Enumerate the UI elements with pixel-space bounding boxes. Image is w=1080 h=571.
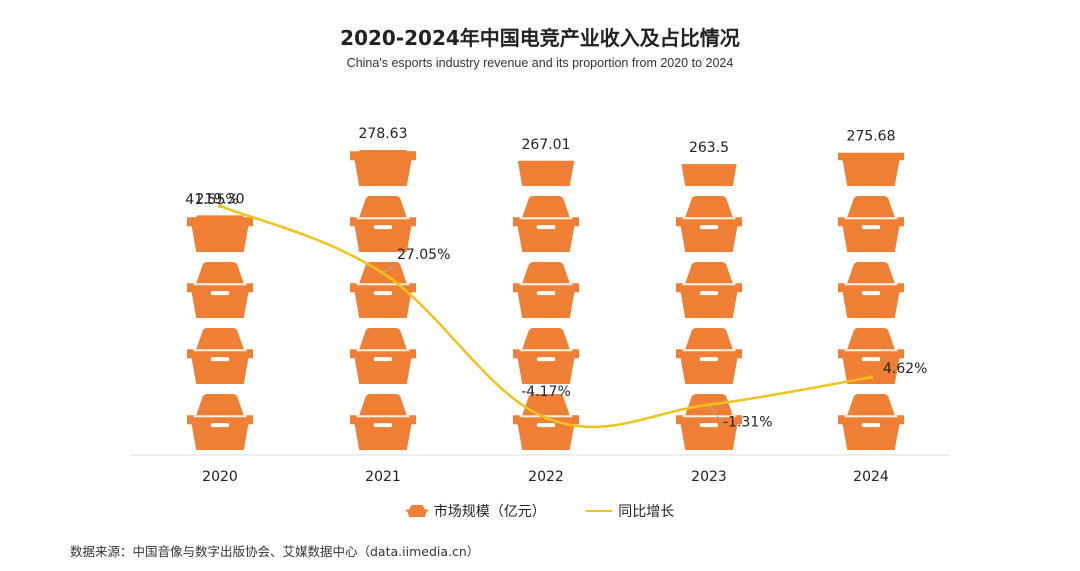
bar-icon [350, 196, 416, 252]
bar-icon [838, 328, 904, 384]
x-tick-label: 2020 [202, 469, 238, 485]
x-tick-label: 2024 [853, 469, 889, 485]
growth-point [218, 203, 222, 208]
growth-point [544, 415, 548, 420]
legend-label-growth: 同比增长 [618, 504, 675, 520]
legend-item-market-size[interactable]: 市场规模（亿元） [405, 501, 546, 521]
bar-icon-partial [517, 160, 575, 186]
bar-icon-partial [838, 152, 904, 186]
bar-value-label: 275.68 [847, 129, 896, 145]
bar-icon [838, 394, 904, 450]
chart-area: 219.30 278.63 267.01 263.5 275.68 2020 2021 202… [130, 126, 950, 485]
growth-value-label: 41.55% [185, 192, 238, 208]
bar-value-label: 278.63 [359, 126, 408, 142]
bar-2023: 263.5 [676, 140, 742, 450]
bar-2022: 267.01 [513, 137, 579, 450]
growth-label-leader [382, 264, 396, 274]
legend-item-growth[interactable]: 同比增长 [586, 501, 674, 521]
bar-icon [187, 394, 253, 450]
bar-icon [676, 196, 742, 252]
chart-title: 2020-2024年中国电竞产业收入及占比情况 [340, 26, 740, 50]
x-tick-label: 2022 [528, 469, 564, 485]
growth-line [219, 204, 872, 429]
source-note: 数据来源：中国音像与数字出版协会、艾媒数据中心（data.iimedia.cn） [70, 544, 480, 559]
bar-icon [513, 328, 579, 384]
bar-icon [187, 262, 253, 318]
bar-icon [350, 394, 416, 450]
bar-icon [513, 262, 579, 318]
bar-icon [513, 196, 579, 252]
growth-value-label: -1.31% [723, 415, 773, 431]
bar-2024: 275.68 [838, 129, 904, 450]
bar-icon [676, 262, 742, 318]
bar-icon [187, 328, 253, 384]
bar-2021: 278.63 [350, 126, 416, 450]
bar-icon [350, 262, 416, 318]
growth-point [869, 375, 873, 380]
legend: 市场规模（亿元） 同比增长 [0, 501, 1080, 521]
bar-value-label: 219.30 [196, 191, 245, 207]
bar-icon-partial [681, 164, 737, 186]
chart-subtitle: China's esports industry revenue and its… [346, 56, 734, 70]
bar-icon [838, 262, 904, 318]
bar-value-label: 263.5 [689, 140, 729, 156]
growth-label-leader [708, 404, 722, 422]
bar-icon [676, 328, 742, 384]
bar-value-label: 267.01 [522, 137, 571, 153]
bar-icon-partial [350, 149, 416, 186]
bar-2020: 219.30 [187, 191, 253, 450]
growth-value-label: 4.62% [883, 361, 927, 377]
x-tick-label: 2023 [691, 469, 727, 485]
legend-line-icon [586, 510, 613, 512]
legend-label-market-size: 市场规模（亿元） [433, 504, 546, 520]
growth-value-label: -4.17% [521, 384, 571, 400]
growth-value-label: 27.05% [397, 247, 450, 263]
legend-bar-icon [405, 505, 428, 517]
bar-icon [838, 196, 904, 252]
bar-icon [513, 394, 579, 450]
x-tick-label: 2021 [365, 469, 401, 485]
bar-icon [350, 328, 416, 384]
bar-icon-partial [187, 215, 253, 252]
